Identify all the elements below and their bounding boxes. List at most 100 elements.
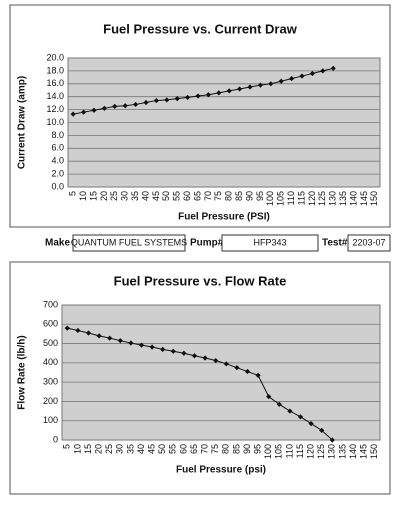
- x-tick-label: 150: [369, 191, 379, 206]
- x-tick-label: 30: [120, 191, 130, 201]
- data-point: [143, 99, 149, 106]
- x-tick-label: 5: [62, 444, 72, 449]
- data-point: [213, 357, 219, 364]
- data-point: [266, 394, 272, 400]
- x-tick-label: 85: [231, 444, 241, 454]
- info-row: Make QUANTUM FUEL SYSTEMS Pump# HFP343 T…: [45, 234, 391, 252]
- x-tick-label: 105: [276, 191, 286, 206]
- data-point: [320, 68, 326, 74]
- data-point: [128, 340, 134, 346]
- data-point: [257, 82, 263, 88]
- x-tick-label: 45: [146, 444, 156, 454]
- data-point: [191, 353, 198, 359]
- y-tick-label: 500: [43, 338, 58, 348]
- x-tick-label: 150: [369, 444, 379, 459]
- x-tick-label: 95: [255, 191, 265, 201]
- x-tick-label: 90: [244, 191, 254, 201]
- data-point: [237, 86, 243, 92]
- data-point: [160, 346, 166, 352]
- y-axis-label: Flow Rate (lb/h): [17, 335, 28, 409]
- y-tick-label: 0.0: [51, 181, 64, 191]
- data-point: [75, 327, 81, 334]
- x-tick-label: 90: [242, 444, 252, 454]
- data-point: [255, 372, 261, 378]
- data-point: [117, 338, 123, 344]
- data-point: [308, 421, 314, 427]
- x-tick-label: 100: [263, 444, 273, 459]
- x-tick-label: 140: [348, 191, 358, 206]
- x-tick-label: 100: [265, 191, 275, 206]
- y-tick-label: 8.0: [51, 130, 64, 140]
- data-point: [330, 65, 336, 71]
- x-tick-label: 80: [221, 444, 231, 454]
- data-point: [185, 94, 191, 100]
- data-point: [133, 101, 139, 108]
- data-point: [85, 330, 92, 336]
- y-tick-label: 700: [43, 299, 58, 309]
- test-label: Test#: [322, 238, 348, 249]
- data-point: [81, 109, 87, 115]
- x-tick-label: 10: [78, 191, 88, 201]
- x-tick-label: 140: [348, 444, 358, 459]
- x-tick-label: 145: [358, 444, 368, 459]
- y-axis-label: Current Draw (amp): [17, 76, 28, 169]
- y-tick-label: 0: [53, 434, 58, 444]
- x-tick-label: 60: [178, 444, 188, 454]
- x-tick-label: 105: [274, 444, 284, 459]
- x-tick-label: 110: [284, 444, 294, 458]
- x-tick-label: 55: [172, 191, 182, 201]
- y-tick-label: 600: [43, 319, 58, 329]
- data-point: [244, 368, 251, 375]
- x-tick-label: 120: [307, 191, 317, 206]
- data-point: [319, 427, 325, 433]
- x-tick-label: 120: [305, 444, 315, 459]
- x-tick-label: 15: [88, 191, 98, 201]
- x-tick-label: 20: [93, 444, 103, 454]
- data-point: [289, 76, 295, 82]
- data-point: [287, 408, 293, 414]
- data-point: [91, 107, 97, 113]
- data-point: [174, 96, 180, 102]
- x-axis-label: Fuel Pressure (psi): [176, 465, 266, 476]
- y-tick-label: 300: [43, 377, 58, 387]
- data-point: [164, 97, 170, 103]
- x-tick-label: 30: [115, 444, 125, 454]
- chart-title: Fuel Pressure vs. Current Draw: [103, 21, 298, 36]
- x-tick-label: 95: [252, 444, 262, 454]
- y-tick-label: 200: [43, 396, 58, 406]
- make-box: [72, 234, 186, 252]
- data-point: [153, 97, 159, 104]
- x-tick-label: 110: [286, 191, 296, 205]
- make-value: QUANTUM FUEL SYSTEMS: [71, 237, 187, 247]
- test-value: 2203-07: [352, 237, 385, 247]
- x-tick-label: 5: [68, 191, 78, 196]
- pump-label: Pump#: [190, 238, 224, 249]
- data-point: [107, 335, 113, 341]
- x-tick-label: 115: [296, 191, 306, 205]
- data-point: [170, 348, 176, 354]
- y-tick-label: 12.0: [46, 104, 64, 114]
- y-tick-label: 100: [43, 415, 58, 425]
- data-point: [96, 333, 102, 339]
- data-point: [223, 361, 229, 367]
- x-axis-label: Fuel Pressure (PSI): [178, 212, 270, 223]
- data-point: [112, 103, 118, 109]
- data-point: [149, 344, 155, 350]
- x-tick-label: 15: [83, 444, 93, 454]
- data-point: [278, 78, 284, 84]
- x-tick-label: 35: [125, 444, 135, 454]
- x-tick-label: 75: [213, 191, 223, 201]
- x-tick-label: 125: [317, 191, 327, 206]
- data-point: [247, 84, 253, 90]
- data-point: [122, 103, 128, 109]
- y-tick-label: 14.0: [46, 91, 64, 101]
- pump-value: HFP343: [253, 237, 286, 247]
- x-tick-label: 80: [224, 191, 234, 201]
- x-tick-label: 10: [72, 444, 82, 454]
- data-point: [195, 93, 201, 99]
- y-tick-label: 400: [43, 357, 58, 367]
- plot-area: [61, 304, 381, 441]
- data-point: [297, 414, 304, 420]
- x-tick-label: 130: [327, 444, 337, 459]
- x-tick-label: 130: [328, 191, 338, 206]
